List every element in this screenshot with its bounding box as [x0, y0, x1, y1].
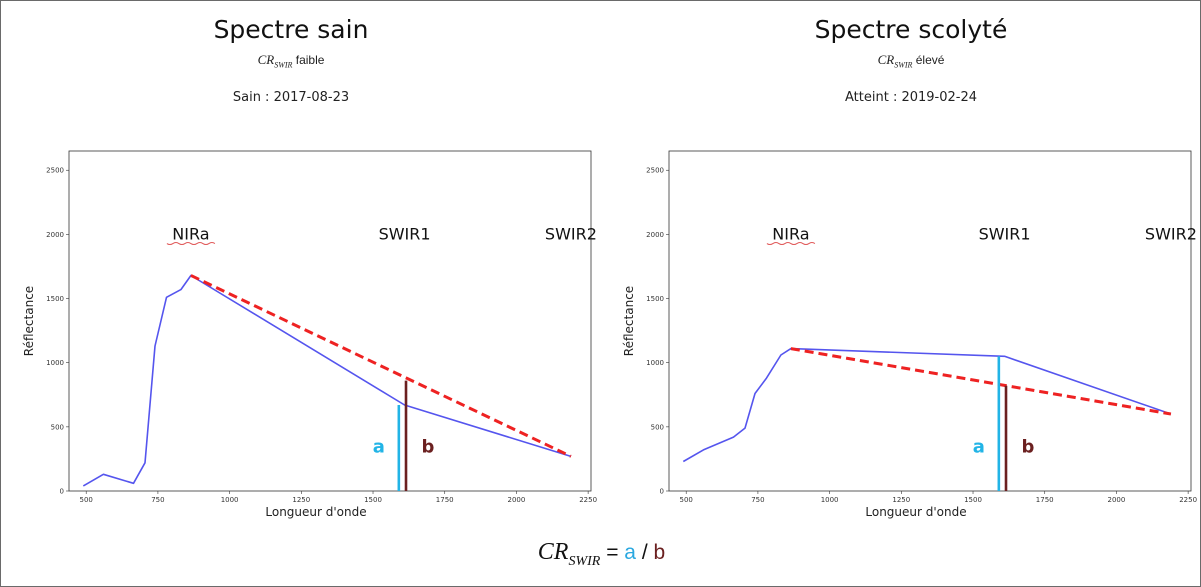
formula-slash: / [635, 541, 654, 564]
right-x-tick-label: 1000 [821, 496, 839, 504]
right-x-tick-label: 750 [751, 496, 764, 504]
right-y-tick-label: 2500 [646, 167, 664, 175]
right-x-tick-label: 2000 [1108, 496, 1126, 504]
left-cr-symbol: CRSWIR [257, 52, 293, 70]
right-segment-b-label: b [1022, 437, 1035, 458]
right-heading: Spectre scolyté [814, 15, 1008, 44]
right-spectrum-chart: 500 750 1000 1250 1500 1750 2000 2250 0 500 1000 15… [622, 150, 1197, 519]
left-continuum-line [190, 274, 572, 458]
cr-formula: CRSWIR = a / b [1, 539, 1201, 570]
right-x-tick-label: 2250 [1179, 496, 1197, 504]
left-heading: Spectre sain [213, 15, 369, 44]
right-spectrum-line [682, 347, 1172, 463]
right-band-label-swir1: SWIR1 [979, 225, 1031, 244]
left-spectrum-line [82, 274, 572, 487]
left-plot-title: Sain : 2017-08-23 [232, 90, 350, 105]
formula-cr-symbol: CRSWIR [537, 539, 601, 569]
right-segment-a-label: a [973, 437, 985, 458]
right-cr-symbol: CRSWIR [877, 52, 913, 70]
formula-cr-sub: SWIR [568, 553, 601, 569]
left-plot-area [68, 150, 592, 492]
right-x-tick-label: 500 [680, 496, 693, 504]
left-x-tick-label: 1000 [221, 496, 239, 504]
formula-equals: = [600, 541, 625, 564]
formula-cr-main: CR [537, 539, 569, 565]
right-y-tick-label: 0 [660, 488, 664, 496]
formula-a: a [624, 541, 636, 564]
right-y-axis-label: Réflectance [622, 286, 636, 356]
right-continuum-line [790, 347, 1172, 416]
right-x-tick-label: 1250 [892, 496, 910, 504]
left-y-tick-label: 2000 [46, 231, 64, 239]
right-cr-main: CR [877, 52, 895, 67]
left-y-tick-label: 0 [60, 488, 64, 496]
right-plot-title: Atteint : 2019-02-24 [845, 90, 977, 105]
left-x-axis-label: Longueur d'onde [265, 505, 366, 519]
right-cr-subtitle: CRSWIR élevé [791, 52, 1031, 70]
left-band-label-swir2: SWIR2 [545, 225, 597, 244]
left-cr-sub: SWIR [274, 60, 293, 70]
left-y-tick-label: 1500 [46, 295, 64, 303]
right-y-tick-label: 1500 [646, 295, 664, 303]
left-x-tick-label: 750 [151, 496, 164, 504]
right-cr-sub: SWIR [894, 60, 913, 70]
left-y-tick-label: 500 [51, 423, 64, 431]
left-band-label-swir1: SWIR1 [379, 225, 431, 244]
left-y-tick-label: 2500 [46, 167, 64, 175]
left-band-underline [166, 242, 216, 246]
left-x-tick-label: 1250 [292, 496, 310, 504]
left-x-tick-label: 1500 [364, 496, 382, 504]
left-x-tick-label: 2250 [579, 496, 597, 504]
formula-b: b [653, 541, 666, 564]
right-band-underline [766, 242, 816, 246]
left-segment-a-label: a [373, 437, 385, 458]
right-y-tick-label: 2000 [646, 231, 664, 239]
right-y-tick-label: 1000 [646, 359, 664, 367]
left-y-tick-label: 1000 [46, 359, 64, 367]
left-cr-main: CR [257, 52, 275, 67]
right-band-label-nira: NIRa [772, 225, 809, 244]
right-y-tick-label: 500 [651, 423, 664, 431]
right-x-tick-label: 1500 [964, 496, 982, 504]
right-band-label-swir2: SWIR2 [1145, 225, 1197, 244]
right-plot-area [668, 150, 1192, 492]
right-x-axis-label: Longueur d'onde [865, 505, 966, 519]
left-x-tick-label: 2000 [508, 496, 526, 504]
left-x-tick-label: 500 [80, 496, 93, 504]
left-x-tick-label: 1750 [436, 496, 454, 504]
right-x-tick-label: 1750 [1036, 496, 1054, 504]
left-y-axis-label: Réflectance [22, 286, 36, 356]
left-segment-b-label: b [422, 437, 435, 458]
left-spectrum-chart: 500 750 1000 1250 1500 1750 2000 2250 0 500 1000 15… [22, 150, 597, 519]
left-cr-word: faible [292, 53, 325, 67]
left-cr-subtitle: CRSWIR faible [191, 52, 391, 70]
left-band-label-nira: NIRa [172, 225, 209, 244]
right-cr-word: élevé [912, 53, 945, 67]
